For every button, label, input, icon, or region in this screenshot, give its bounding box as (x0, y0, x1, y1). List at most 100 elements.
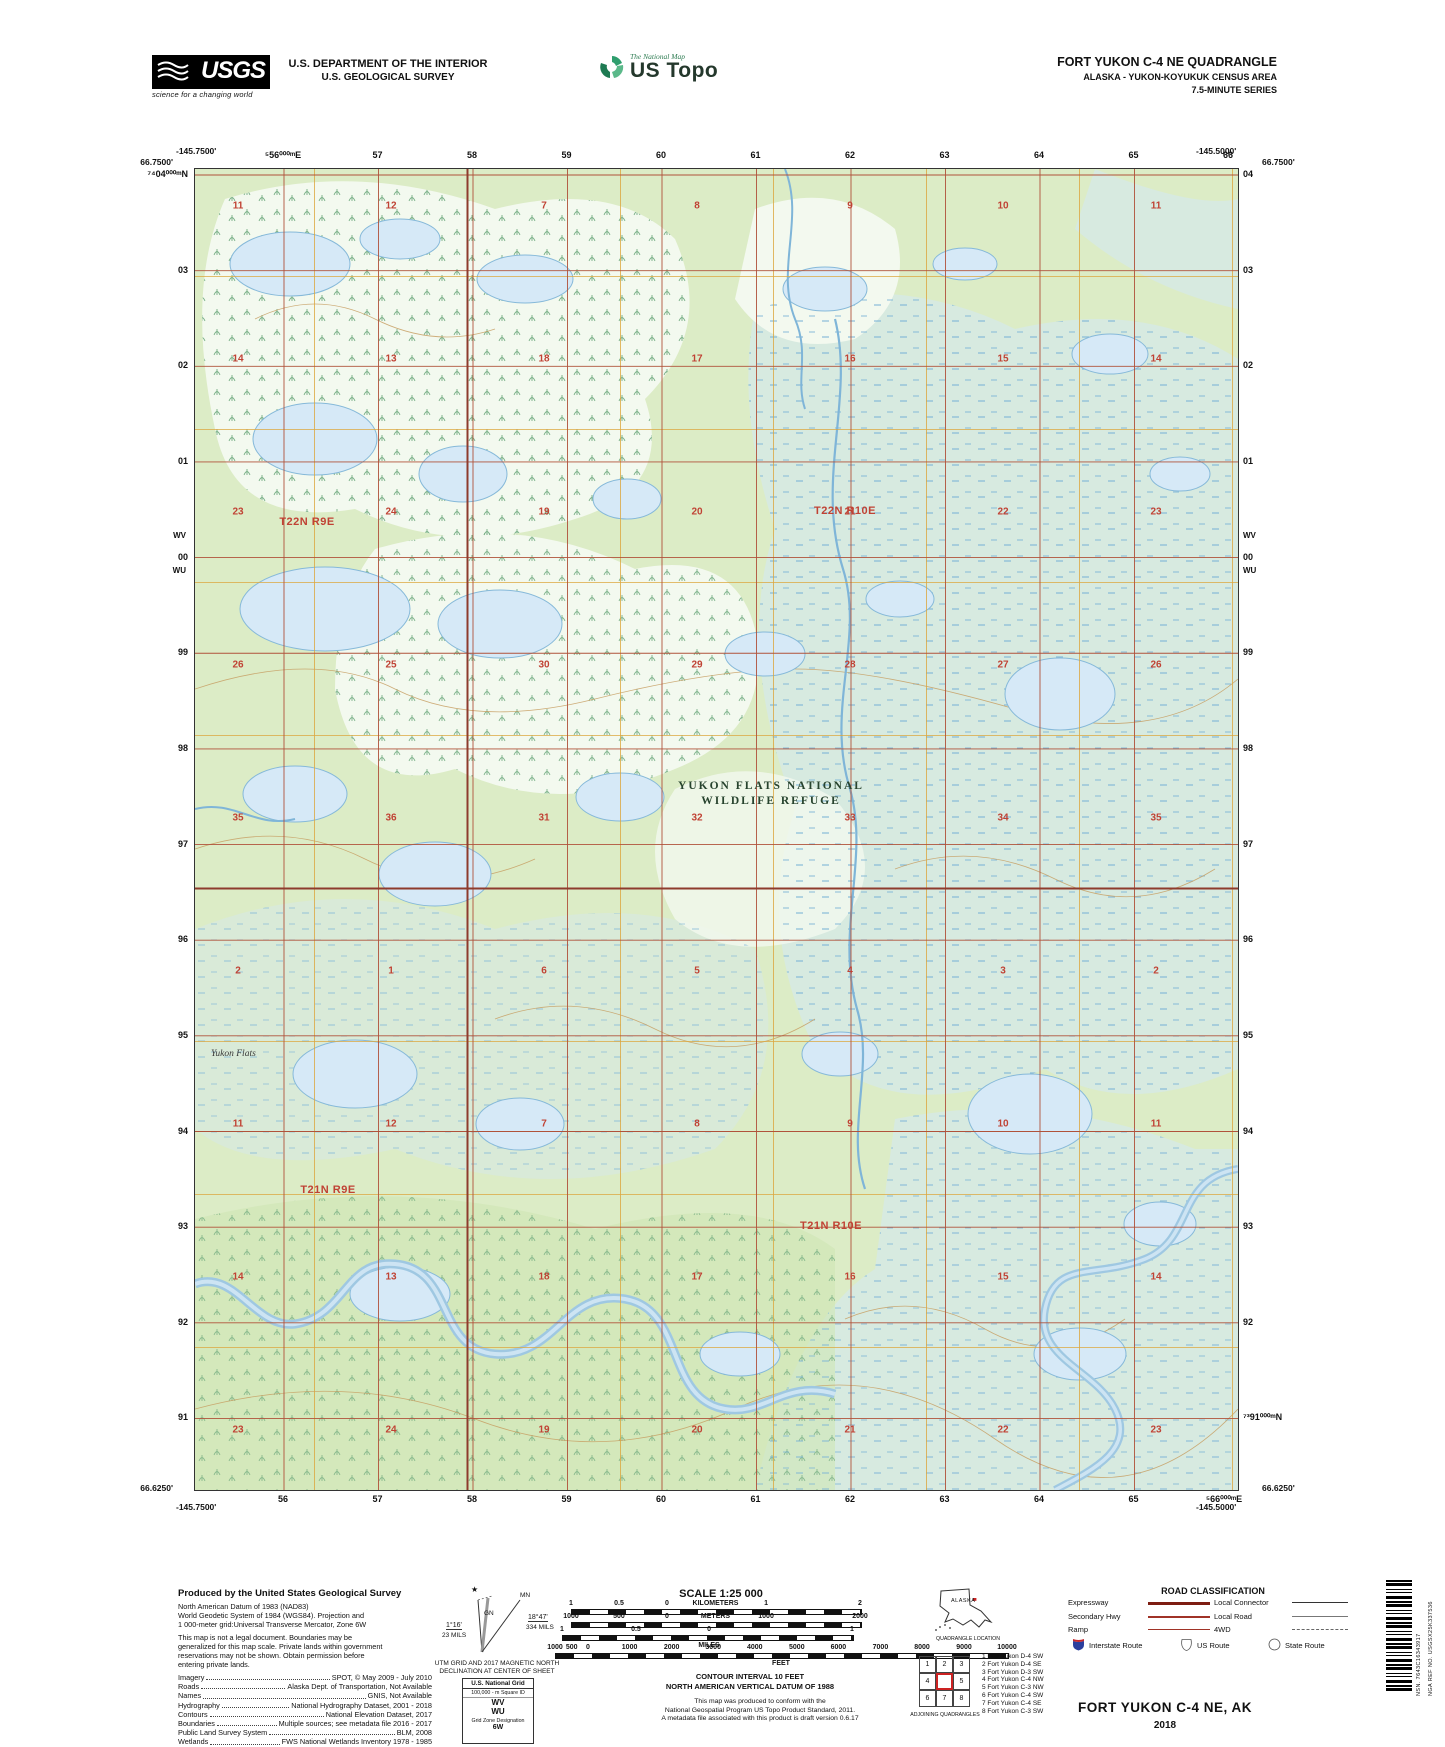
adjoining-cell: 2 (936, 1656, 953, 1673)
scale-bar-number: 500 (613, 1613, 625, 1620)
grid-label-top: 66 (1222, 150, 1234, 160)
credit-source-leader (203, 1697, 366, 1699)
section-number: 11 (232, 1118, 244, 1130)
scale-bar-number: 2000 (663, 1644, 680, 1651)
contour-note: CONTOUR INTERVAL 10 FEET NORTH AMERICAN … (600, 1672, 900, 1692)
barcode (1386, 1580, 1412, 1694)
adjoining-list-item: 8 Fort Yukon C-3 SW (982, 1707, 1044, 1715)
us-topo-label: US Topo (630, 59, 719, 82)
corner-top-left-lat: 66.7500' (140, 157, 173, 167)
grid-label-right: 01 (1243, 455, 1254, 466)
scale-bar (562, 1635, 854, 1641)
corner-bottom-left-lat: 66.6250' (140, 1483, 173, 1493)
national-map-label: The National Map (630, 52, 686, 61)
section-number: 2 (1153, 965, 1159, 977)
lakes (229, 218, 1211, 1381)
section-number: 6 (541, 965, 547, 977)
refuge-label-line2: WILDLIFE REFUGE (701, 795, 841, 807)
grid-label-right: 97 (1243, 838, 1254, 849)
scale-bar-number: 6000 (830, 1644, 847, 1651)
grid-label-right: 99 (1243, 647, 1254, 658)
section-number: 10 (997, 1118, 1009, 1130)
route-shield-state-icon (1268, 1638, 1281, 1651)
grid-label-top: 62 (844, 150, 856, 160)
scale-bar-number: 8000 (914, 1644, 930, 1651)
section-number: 32 (691, 812, 703, 824)
credit-source-leader (209, 1716, 324, 1718)
section-number: 16 (844, 353, 856, 365)
grid-label-bottom: 63 (939, 1494, 950, 1504)
scale-bar-number: 10000 (997, 1644, 1017, 1651)
us-shield-glyph (1181, 1639, 1192, 1651)
grid-label-right: 96 (1243, 934, 1254, 945)
credit-source-label: Contours (178, 1709, 208, 1719)
scale-bar-unit: FEET (772, 1660, 790, 1667)
adjoining-cell: 8 (953, 1690, 970, 1707)
credit-source-label: Imagery (178, 1673, 205, 1682)
scale-bar-number: 1 (569, 1600, 573, 1607)
credit-source-row: Boundaries Multiple sources; see metadata… (178, 1719, 432, 1728)
us-national-grid-box: U.S. National Grid 100,000 - m Square ID… (462, 1678, 534, 1744)
section-number: 12 (385, 1118, 397, 1130)
adjoining-list-item: 5 Fort Yukon C-3 NW (982, 1684, 1044, 1692)
grid-label-left: 03 (177, 264, 188, 275)
scale-bar-number: 500 (565, 1644, 578, 1651)
scale-bar-number: 9000 (956, 1644, 972, 1651)
grid-label-left: 01 (177, 455, 188, 466)
section-number: 11 (1150, 200, 1162, 212)
credit-source-value: BLM, 2008 (396, 1728, 432, 1738)
adjoining-list-item: 7 Fort Yukon C-4 SE (982, 1699, 1042, 1707)
credit-source-leader (221, 1706, 290, 1708)
credit-source-value: SPOT, © May 2009 - July 2010 (331, 1673, 432, 1682)
barcode-nsn-text: NSN. 7643C16343917 (1416, 1633, 1422, 1696)
scale-title: SCALE 1:25 000 (679, 1588, 763, 1600)
credit-source-row: Names GNIS, Not Available (178, 1691, 432, 1700)
grid-label-bottom: 62 (844, 1494, 856, 1504)
scale-bar-number: 1000 (563, 1613, 579, 1620)
grid-declination-mils: 23 MILS (442, 1632, 467, 1639)
grid-declination-value: 1°16' (446, 1622, 462, 1630)
credit-source-leader (201, 1688, 286, 1690)
adjoining-list-item: 6 Fort Yukon C-4 SW (982, 1692, 1044, 1699)
credit-legal-line: reservations may not be shown. Obtain pe… (178, 1651, 365, 1660)
credit-source-value: Multiple sources; see metadata file 2016… (278, 1719, 432, 1729)
true-north-star: ★ (471, 1585, 479, 1594)
adjoining-caption: ADJOINING QUADRANGLES (910, 1712, 980, 1718)
section-number: 25 (385, 659, 397, 671)
section-number: 21 (844, 1424, 856, 1436)
road-class-label: Local Connector (1214, 1598, 1269, 1607)
section-number: 18 (538, 1271, 550, 1283)
scale-bar-number: 1000 (621, 1644, 638, 1651)
corner-bottom-right-lat: 66.6250' (1262, 1483, 1295, 1493)
road-class-line (1148, 1602, 1210, 1605)
grid-label-left: 96 (177, 934, 188, 945)
grid-label-left: 93 (177, 1221, 188, 1232)
credit-source-row: Wetlands FWS National Wetlands Inventory … (178, 1737, 432, 1746)
usgs-logo: USGS science for a changing world (152, 55, 278, 99)
scale-bar-number: 2000 (852, 1613, 868, 1620)
adjoining-list-item: 4 Fort Yukon C-4 NW (982, 1676, 1044, 1684)
section-number: 8 (694, 200, 700, 212)
adjoining-cell (936, 1673, 953, 1690)
adjoining-cell: 6 (919, 1690, 936, 1707)
grid-label-right: ⁷³91⁰⁰⁰ᵐN (1243, 1412, 1283, 1423)
national-grid-title: U.S. National Grid (463, 1679, 533, 1689)
national-map-icon (600, 55, 624, 78)
section-number: 8 (694, 1118, 700, 1130)
grid-square-upper: WV (491, 1698, 505, 1707)
adjoining-list-item: 3 Fort Yukon D-3 SW (982, 1668, 1044, 1676)
credit-source-value: FWS National Wetlands Inventory 1978 - 1… (281, 1737, 432, 1747)
grid-label-left: 95 (177, 1029, 188, 1040)
interstate-shield-glyph (1073, 1639, 1084, 1651)
section-number: 24 (385, 506, 397, 518)
credit-block: Produced by the United States Geological… (178, 1588, 432, 1747)
road-class-line (1292, 1615, 1348, 1617)
credit-source-label: Boundaries (178, 1719, 215, 1729)
scale-bar-number: 0 (664, 1613, 669, 1620)
section-number: 9 (847, 200, 853, 212)
road-class-label: Secondary Hwy (1068, 1611, 1121, 1621)
grid-label-bottom: 65 (1128, 1494, 1139, 1504)
area-label: Yukon Flats (211, 1049, 256, 1059)
scale-bar-number: 3000 (705, 1644, 721, 1651)
section-number: 23 (1150, 1424, 1162, 1436)
